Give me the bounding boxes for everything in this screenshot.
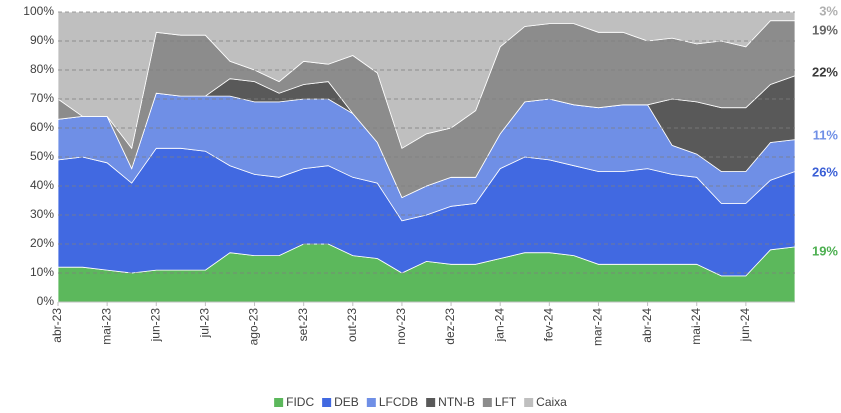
- x-tick-label: mar-24: [591, 308, 605, 346]
- x-tick-label: abr-24: [640, 308, 654, 343]
- y-tick-label: 70%: [30, 91, 54, 105]
- legend-label: LFT: [495, 395, 517, 409]
- x-tick-label: set-23: [296, 308, 310, 342]
- y-tick-label: 90%: [30, 33, 54, 47]
- y-tick-label: 10%: [30, 265, 54, 279]
- x-tick-label: dez-23: [443, 308, 457, 345]
- end-label: 26%: [812, 164, 838, 179]
- x-tick-label: jan-24: [492, 308, 506, 343]
- legend-label: NTN-B: [438, 395, 475, 409]
- x-tick-label: abr-23: [50, 308, 64, 343]
- y-tick-label: 20%: [30, 236, 54, 250]
- x-tick-label: out-23: [345, 308, 359, 342]
- legend-swatch: [366, 398, 376, 407]
- legend-label: DEB: [334, 395, 359, 409]
- y-tick-label: 50%: [30, 149, 54, 163]
- x-tick-label: mai-23: [99, 308, 113, 345]
- legend-swatch: [274, 398, 284, 407]
- y-tick-label: 80%: [30, 62, 54, 76]
- y-tick-label: 60%: [30, 120, 54, 134]
- y-tick-label: 100%: [23, 4, 54, 18]
- legend-label: FIDC: [286, 395, 314, 409]
- end-label: 19%: [812, 243, 838, 258]
- end-label: 3%: [819, 3, 838, 18]
- legend-label: LFCDB: [379, 395, 418, 409]
- x-tick-label: jun-24: [738, 308, 752, 343]
- x-tick-label: jul-23: [198, 308, 212, 339]
- y-tick-label: 30%: [30, 207, 54, 221]
- end-label: 22%: [812, 64, 838, 79]
- legend-swatch: [322, 398, 332, 407]
- y-tick-label: 0%: [37, 294, 55, 308]
- x-tick-label: mai-24: [689, 308, 703, 345]
- legend-label: Caixa: [536, 395, 567, 409]
- x-tick-label: jun-23: [148, 308, 162, 343]
- y-tick-label: 40%: [30, 178, 54, 192]
- end-label: 11%: [813, 127, 839, 142]
- x-tick-label: ago-23: [247, 308, 261, 346]
- legend-swatch: [524, 398, 534, 407]
- end-label: 19%: [812, 22, 838, 37]
- x-tick-label: fev-24: [542, 308, 556, 342]
- legend: FIDC DEB LFCDB NTN-B LFT Caixa: [274, 395, 567, 409]
- legend-swatch: [482, 398, 492, 407]
- x-tick-label: nov-23: [394, 308, 408, 345]
- legend-swatch: [426, 398, 436, 407]
